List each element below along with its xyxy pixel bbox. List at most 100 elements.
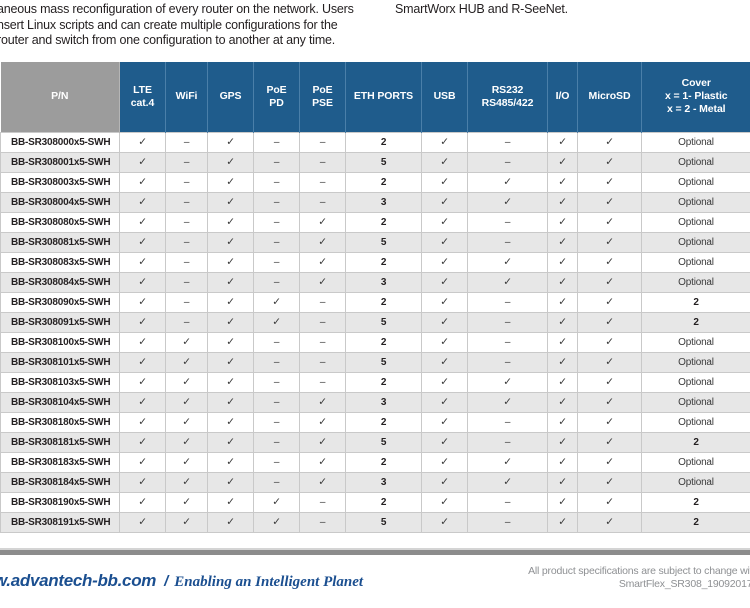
cell-value: Optional [641,451,750,473]
website-link[interactable]: w.advantech-bb.com [0,571,157,590]
cell-value: 2 [641,431,750,453]
cell-value: Optional [641,351,750,373]
cell-check: ✓ [577,271,642,293]
cell-check: ✓ [207,491,254,513]
cell-value: 2 [345,211,422,233]
cell-dash: – [299,191,346,213]
cell-check: ✓ [207,411,254,433]
cell-check: ✓ [421,471,468,493]
cell-value: 2 [345,251,422,273]
cell-check: ✓ [207,191,254,213]
cell-part-number: BB-SR308181x5-SWH [0,431,120,453]
cell-value: Optional [641,411,750,433]
cell-check: ✓ [165,411,208,433]
cell-check: ✓ [119,251,166,273]
cell-value: 3 [345,191,422,213]
cell-check: ✓ [207,431,254,453]
cell-dash: – [253,471,300,493]
cell-check: ✓ [165,371,208,393]
header-row: P/N LTE cat.4 WiFi GPS PoE PD PoE PSE ETH PORT… [0,62,750,132]
cell-dash: – [253,391,300,413]
table-row: BB-SR308184x5-SWH ✓ ✓ ✓ – ✓ 3 ✓ ✓ ✓ ✓ Optional [0,471,750,493]
table-row: BB-SR308103x5-SWH ✓ ✓ ✓ – –2 ✓ ✓ ✓ ✓ Optional [0,371,750,393]
cell-dash: – [253,231,300,253]
cell-dash: – [253,451,300,473]
cell-dash: – [299,511,346,533]
cell-dash: – [165,191,208,213]
cell-dash: – [299,151,346,173]
cell-check: ✓ [207,311,254,333]
footer-note-line-1: All product specifications are subject t… [528,565,750,577]
table-row: BB-SR308084x5-SWH ✓ – ✓ – ✓ 3 ✓ ✓ ✓ ✓ Optional [0,271,750,293]
table-row: BB-SR308191x5-SWH ✓ ✓ ✓ ✓ –5 ✓ – ✓ ✓ 2 [0,511,750,533]
cell-value: 2 [345,371,422,393]
cell-check: ✓ [119,351,166,373]
cell-part-number: BB-SR308191x5-SWH [0,511,120,533]
cell-check: ✓ [421,431,468,453]
cell-check: ✓ [207,391,254,413]
cell-check: ✓ [207,251,254,273]
cell-part-number: BB-SR308000x5-SWH [0,131,120,153]
cell-check: ✓ [547,491,578,513]
cell-value: 5 [345,231,422,253]
cell-value: 3 [345,471,422,493]
cell-check: ✓ [119,331,166,353]
cell-value: 2 [345,171,422,193]
cell-dash: – [299,131,346,153]
cell-dash: – [299,311,346,333]
cell-check: ✓ [421,491,468,513]
cell-value: Optional [641,171,750,193]
cell-value: 5 [345,511,422,533]
cell-value: Optional [641,211,750,233]
table-row: BB-SR308183x5-SWH ✓ ✓ ✓ – ✓ 2 ✓ ✓ ✓ ✓ Optional [0,451,750,473]
cell-check: ✓ [299,251,346,273]
cell-dash: – [253,351,300,373]
cell-part-number: BB-SR308083x5-SWH [0,251,120,273]
cell-check: ✓ [421,211,468,233]
cell-dash: – [253,151,300,173]
cell-check: ✓ [207,131,254,153]
cell-part-number: BB-SR308001x5-SWH [0,151,120,173]
cell-dash: – [467,311,548,333]
cell-check: ✓ [467,371,548,393]
cell-check: ✓ [207,231,254,253]
cell-check: ✓ [119,291,166,313]
cell-check: ✓ [547,231,578,253]
cell-dash: – [467,291,548,313]
cell-value: Optional [641,471,750,493]
cell-check: ✓ [119,391,166,413]
cell-check: ✓ [547,371,578,393]
cell-dash: – [467,351,548,373]
cell-check: ✓ [253,291,300,313]
intro-line-3: router and switch from one configuration… [0,33,336,47]
cell-dash: – [165,251,208,273]
cell-value: 5 [345,431,422,453]
cell-check: ✓ [467,251,548,273]
footer-branding: w.advantech-bb.com / Enabling an Intellige… [0,571,363,591]
table-row: BB-SR308003x5-SWH ✓ – ✓ – –2 ✓ ✓ ✓ ✓ Optional [0,171,750,193]
column-header-2: WiFi [165,62,208,132]
cell-check: ✓ [421,151,468,173]
cell-check: ✓ [207,471,254,493]
cell-check: ✓ [547,271,578,293]
cell-dash: – [253,211,300,233]
cell-check: ✓ [421,171,468,193]
cell-value: 5 [345,351,422,373]
cell-check: ✓ [577,251,642,273]
cell-check: ✓ [467,391,548,413]
cell-check: ✓ [467,451,548,473]
cell-check: ✓ [467,171,548,193]
cell-check: ✓ [547,431,578,453]
cell-part-number: BB-SR308180x5-SWH [0,411,120,433]
cell-check: ✓ [207,211,254,233]
intro-right-column: SmartWorx HUB and R-SeeNet. [395,2,745,18]
column-header-4: PoE PD [253,62,300,132]
cell-check: ✓ [547,171,578,193]
cell-part-number: BB-SR308190x5-SWH [0,491,120,513]
cell-check: ✓ [547,391,578,413]
product-spec-table: P/N LTE cat.4 WiFi GPS PoE PD PoE PSE ETH PORT… [0,62,750,533]
cell-check: ✓ [547,151,578,173]
table-row: BB-SR308004x5-SWH ✓ – ✓ – –3 ✓ ✓ ✓ ✓ Optional [0,191,750,213]
cell-part-number: BB-SR308091x5-SWH [0,311,120,333]
cell-check: ✓ [119,211,166,233]
